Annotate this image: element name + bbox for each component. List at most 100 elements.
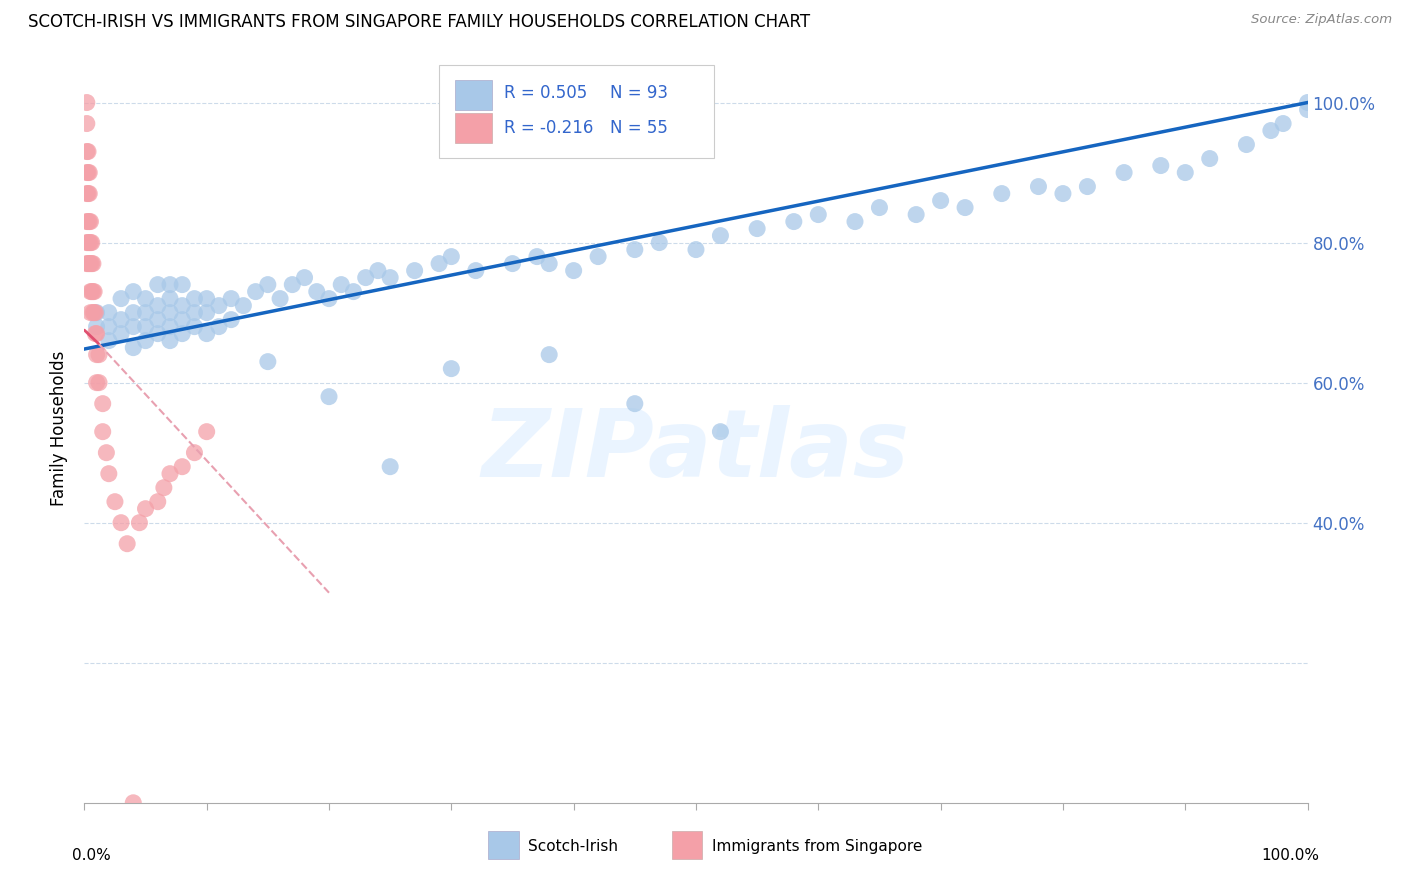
FancyBboxPatch shape xyxy=(672,830,702,859)
Point xyxy=(86,348,108,362)
Point xyxy=(135,319,157,334)
Point xyxy=(159,319,181,334)
Point xyxy=(122,341,145,355)
Point xyxy=(538,257,561,271)
Point xyxy=(1296,103,1319,117)
Point xyxy=(79,235,101,250)
Point xyxy=(77,214,100,228)
Point xyxy=(257,277,280,292)
Point xyxy=(77,214,100,228)
Point xyxy=(354,270,377,285)
Point xyxy=(172,326,194,341)
Point xyxy=(318,292,340,306)
Point xyxy=(464,263,486,277)
Point xyxy=(86,305,108,319)
Point xyxy=(122,305,145,319)
Point xyxy=(86,319,108,334)
Point xyxy=(807,208,830,222)
Point xyxy=(208,299,231,313)
Point xyxy=(110,292,132,306)
Point xyxy=(79,214,101,228)
Point xyxy=(183,292,205,306)
Point xyxy=(183,305,205,319)
Point xyxy=(1236,137,1258,152)
Point xyxy=(86,326,108,341)
Point xyxy=(245,285,267,299)
Point xyxy=(77,235,100,250)
Point xyxy=(502,257,524,271)
Point xyxy=(91,425,114,439)
Point xyxy=(172,277,194,292)
Point xyxy=(97,467,120,481)
Point xyxy=(844,214,866,228)
Point xyxy=(77,257,100,271)
Point xyxy=(1296,95,1319,110)
Y-axis label: Family Households: Family Households xyxy=(51,351,69,506)
Point xyxy=(380,270,402,285)
Point xyxy=(783,214,806,228)
Point xyxy=(159,305,181,319)
Point xyxy=(294,270,316,285)
Point xyxy=(1150,159,1173,173)
Point xyxy=(110,516,132,530)
Point xyxy=(342,285,364,299)
Point xyxy=(104,494,127,508)
Point xyxy=(991,186,1014,201)
Point xyxy=(172,312,194,326)
Point xyxy=(122,319,145,334)
Point xyxy=(77,257,100,271)
Point xyxy=(77,165,100,179)
Point xyxy=(146,494,169,508)
Point xyxy=(76,117,98,131)
Point xyxy=(96,445,118,459)
Text: Immigrants from Singapore: Immigrants from Singapore xyxy=(711,838,922,854)
Point xyxy=(624,243,647,257)
Point xyxy=(146,277,169,292)
Point xyxy=(305,285,328,299)
FancyBboxPatch shape xyxy=(439,65,714,159)
Point xyxy=(1272,117,1295,131)
Point xyxy=(257,354,280,368)
Point xyxy=(219,312,242,326)
Point xyxy=(110,312,132,326)
Point xyxy=(281,277,304,292)
Point xyxy=(80,285,103,299)
Point xyxy=(219,292,242,306)
Point xyxy=(76,145,98,159)
Text: ZIPatlas: ZIPatlas xyxy=(482,405,910,497)
Text: SCOTCH-IRISH VS IMMIGRANTS FROM SINGAPORE FAMILY HOUSEHOLDS CORRELATION CHART: SCOTCH-IRISH VS IMMIGRANTS FROM SINGAPOR… xyxy=(28,13,810,31)
Point xyxy=(232,299,254,313)
Point xyxy=(76,186,98,201)
FancyBboxPatch shape xyxy=(456,79,492,110)
Point xyxy=(153,481,176,495)
Point xyxy=(172,459,194,474)
Point xyxy=(183,319,205,334)
Point xyxy=(330,277,353,292)
Point xyxy=(648,235,671,250)
Point xyxy=(1260,123,1282,137)
Point xyxy=(97,305,120,319)
Point xyxy=(146,299,169,313)
Point xyxy=(440,361,463,376)
Point xyxy=(404,263,426,277)
FancyBboxPatch shape xyxy=(456,113,492,144)
Point xyxy=(159,292,181,306)
Text: 100.0%: 100.0% xyxy=(1261,847,1320,863)
Point xyxy=(905,208,928,222)
Point xyxy=(80,235,103,250)
Text: Scotch-Irish: Scotch-Irish xyxy=(529,838,619,854)
Text: R = -0.216: R = -0.216 xyxy=(503,120,593,137)
Point xyxy=(77,235,100,250)
Point xyxy=(115,537,138,551)
Point xyxy=(135,292,157,306)
Point xyxy=(82,257,104,271)
Point xyxy=(953,201,976,215)
Point xyxy=(97,319,120,334)
Point xyxy=(624,397,647,411)
Point xyxy=(77,165,100,179)
Point xyxy=(159,334,181,348)
Point xyxy=(427,257,450,271)
Point xyxy=(195,292,218,306)
Point xyxy=(84,305,107,319)
Point xyxy=(172,299,194,313)
